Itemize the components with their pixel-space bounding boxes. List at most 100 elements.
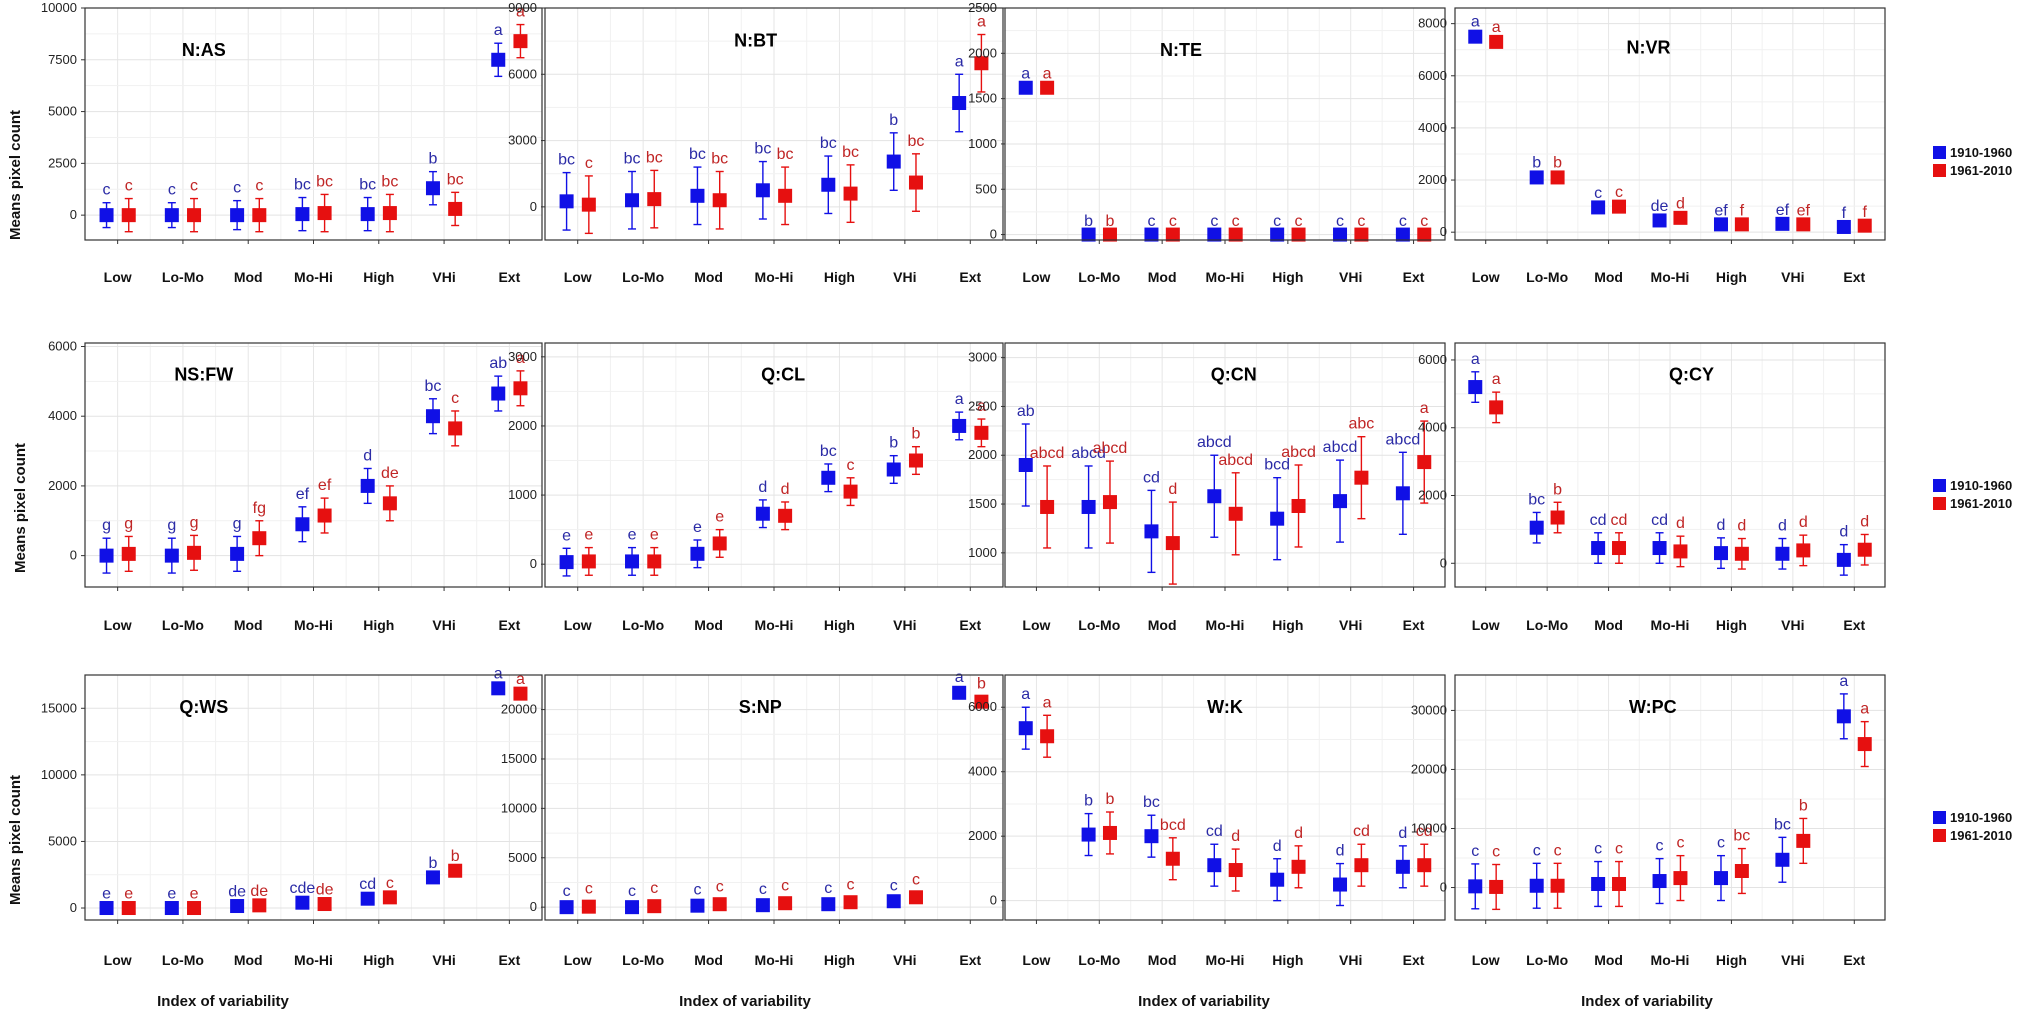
significance-label: c [847,876,855,893]
data-point [1775,216,1790,231]
data-point [425,870,440,885]
significance-label: g [102,517,111,534]
y-tick-label: 2500 [48,155,77,170]
y-tick-label: 1500 [968,496,997,511]
data-point [1529,520,1544,535]
data-point [778,188,793,203]
legend-label: 1961-2010 [1950,828,2012,843]
legend-label: 1910-1960 [1950,810,2012,825]
significance-label: g [124,515,133,532]
x-tick-label: Low [1022,269,1050,285]
data-point [1652,874,1667,889]
significance-label: e [628,527,637,544]
y-tick-label: 1500 [968,91,997,106]
data-point [1734,217,1749,232]
significance-label: bc [294,177,311,194]
data-point [317,897,332,912]
gridlines [545,343,1003,587]
data-point [1713,217,1728,232]
significance-label: a [494,666,503,683]
data-point [1836,709,1851,724]
y-tick-label: 0 [1440,224,1447,239]
y-tick-label: 0 [530,556,537,571]
data-point [448,201,463,216]
x-tick-label: Mod [1148,617,1177,633]
y-tick-label: 4000 [48,408,77,423]
data-point [1796,217,1811,232]
panel-w-pc: 0 10000 20000 30000 Low Lo-Mo Mod Mo-Hi High VHi E… [1411,673,1886,968]
significance-label: a [1021,65,1030,82]
significance-label: ab [489,355,507,372]
y-tick-label: 0 [530,199,537,214]
x-tick-label: Ext [1843,952,1865,968]
significance-label: c [585,881,593,898]
data-point [1489,400,1504,415]
legend-row-2: 1910-1960 1961-2010 [1933,478,2012,511]
data-point [1652,541,1667,556]
data-point [1040,499,1055,514]
series-1961-2010: abcd d d d d [1489,371,1872,570]
significance-label: abcd [1093,440,1128,457]
significance-label: c [1273,213,1281,230]
x-tick-label: Mod [1148,269,1177,285]
y-tick-label: 0 [70,900,77,915]
x-tick-label: Lo-Mo [622,952,664,968]
data-point [1144,829,1159,844]
y-tick-label: 0 [70,548,77,563]
data-point [625,554,640,569]
x-tick-label: Low [1022,617,1050,633]
significance-label: g [167,517,176,534]
x-tick-label: Mo-Hi [294,952,333,968]
panel-title: N:VR [1627,37,1671,57]
significance-label: bc [689,146,706,163]
x-tick-label: Mod [1594,952,1623,968]
significance-label: ab [1017,403,1035,420]
x-tick-label: Low [1472,269,1500,285]
significance-label: bc [447,171,464,188]
significance-label: bc [754,141,771,158]
y-tick-label: 2500 [968,0,997,15]
x-tick-label: Mo-Hi [294,617,333,633]
data-point [1775,852,1790,867]
data-point [187,901,202,916]
data-point [755,506,770,521]
significance-label: c [125,178,133,195]
significance-label: c [1594,841,1602,858]
significance-label: f [1842,205,1847,222]
gridlines [1005,675,1445,920]
significance-label: bc [820,135,837,152]
series-1961-2010: c c c bc bc bca [121,4,528,233]
significance-label: c [451,390,459,407]
data-point [1018,458,1033,472]
significance-label: d [1231,828,1240,845]
panel-q-cy: 0 2000 4000 6000 Low Lo-Mo Mod Mo-Hi High VHi Ext a… [1418,342,1886,633]
significance-label: c [1615,184,1623,201]
plot-frame [1004,7,1446,241]
significance-label: b [977,676,986,693]
data-point [1081,827,1096,842]
significance-label: bc [908,133,925,150]
significance-label: e [715,509,724,526]
data-point [252,898,267,913]
x-tick-label: Ext [1843,269,1865,285]
data-point [1228,863,1243,878]
y-axis-title-row-2: Means pixel count [12,443,29,573]
data-point [1228,506,1243,521]
data-point [1550,878,1565,893]
data-point [230,899,245,914]
significance-label: e [562,527,571,544]
x-tick-label: Lo-Mo [1526,617,1568,633]
data-point [821,470,836,485]
x-tick-label: Mo-Hi [755,952,794,968]
significance-label: c [1336,213,1344,230]
data-point [1591,876,1606,891]
significance-label: de [250,883,268,900]
data-point [974,56,989,71]
data-point [1165,536,1180,551]
data-point [252,531,267,546]
panel-ns-fw: 0 2000 4000 6000 Low Lo-Mo Mod Mo-Hi High VHi Ext g… [48,338,543,633]
